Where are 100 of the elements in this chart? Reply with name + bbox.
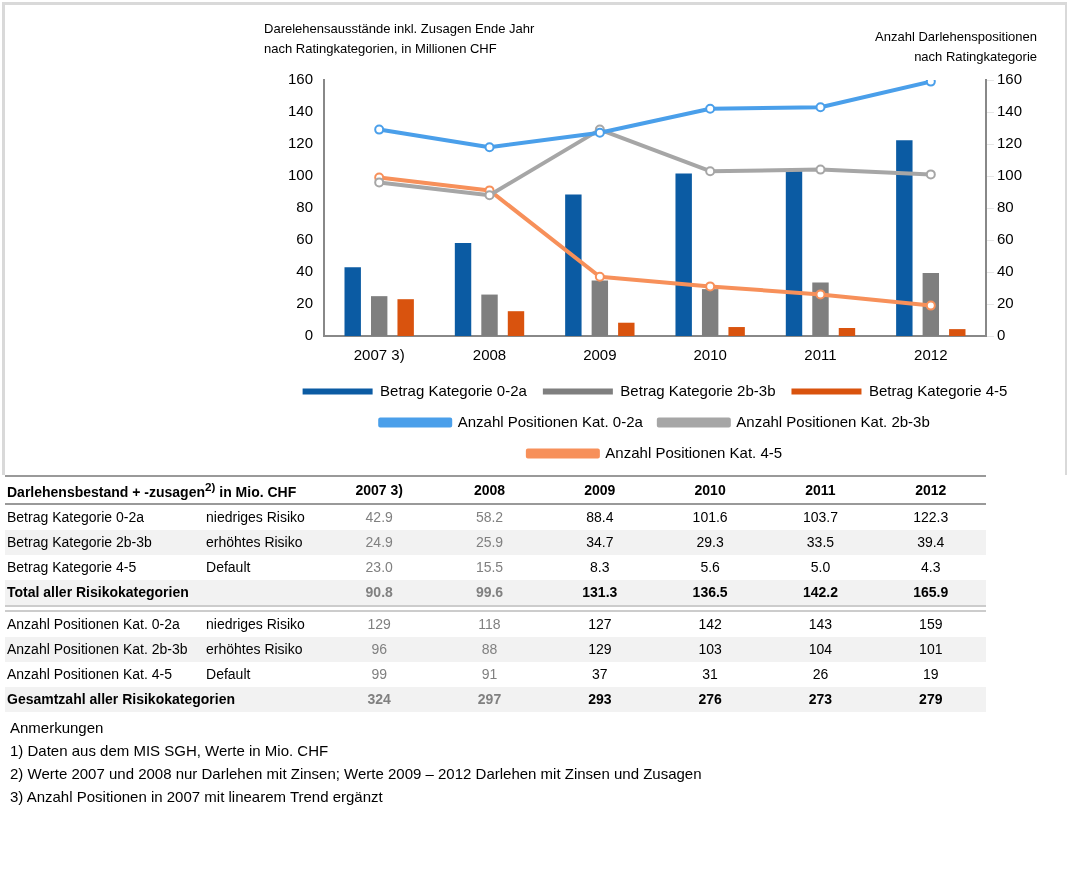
point xyxy=(705,166,716,177)
y2-tick-label: 100 xyxy=(996,166,1022,184)
data-label: 101.6 xyxy=(691,508,729,528)
text: Anzahl Positionen Kat. 0-2a xyxy=(7,616,180,633)
point xyxy=(925,300,936,311)
y2-tick-label: 140 xyxy=(996,102,1022,120)
point xyxy=(484,142,495,153)
data-label: 96 xyxy=(324,636,435,662)
bar xyxy=(728,327,745,336)
y2-axis-title: Anzahl Darlehenspositionen nach Ratingkategorie xyxy=(875,28,1037,66)
point xyxy=(374,177,385,188)
data-label: 5.6 xyxy=(699,558,721,578)
text: 293 xyxy=(544,686,655,712)
category-label: 2009 xyxy=(584,481,616,498)
x-tick-label: 2011 xyxy=(804,346,837,364)
legend-label: Anzahl Positionen Kat. 0-2a xyxy=(457,412,644,430)
data-label: 104 xyxy=(765,636,876,662)
point xyxy=(815,102,826,113)
data-label: 29.3 xyxy=(654,529,766,555)
y-tick-label: 0 xyxy=(304,326,314,344)
y2-tick-label: 20 xyxy=(996,294,1014,312)
data-label: 88 xyxy=(434,636,545,662)
x-tick-label: 2007 3) xyxy=(353,346,405,364)
text: 276 xyxy=(654,686,766,712)
text: 3) Anzahl Positionen in 2007 mit linearem Trend ergänzt xyxy=(10,786,384,807)
bar xyxy=(785,170,803,336)
text: 142.2 xyxy=(765,579,876,606)
category-label: 2008 xyxy=(473,481,506,498)
y2-tick-label: 0 xyxy=(996,326,1006,344)
text: Anmerkungen xyxy=(10,717,105,738)
y-tick-label: 140 xyxy=(288,102,314,120)
data-label: 58.2 xyxy=(474,508,505,528)
category-label: 2011 xyxy=(805,481,836,498)
bar xyxy=(896,140,913,336)
data-label: 99 xyxy=(370,665,388,685)
y2-tick-label: 40 xyxy=(996,262,1014,280)
y-tick-label: 20 xyxy=(296,294,314,312)
data-label: 101 xyxy=(875,636,986,662)
data-label: 129 xyxy=(366,615,392,635)
text: erhöhtes Risiko xyxy=(204,529,325,555)
x-tick-label: 2012 xyxy=(914,346,948,364)
text: 131.3 xyxy=(544,579,655,606)
legend-label: Betrag Kategorie 2b-3b xyxy=(620,381,776,399)
category-label: 2012 xyxy=(915,481,947,498)
x-tick-label: 2009 xyxy=(583,346,617,364)
data-label: 42.9 xyxy=(364,508,394,528)
bar xyxy=(949,329,966,336)
data-label: 103 xyxy=(654,636,766,662)
text: 1) Daten aus dem MIS SGH, Werte in Mio. CHF xyxy=(10,740,330,761)
y-tick-label: 160 xyxy=(288,70,314,88)
bar xyxy=(507,311,525,336)
data-label: 5.0 xyxy=(809,558,832,578)
text: 279 xyxy=(875,686,986,712)
data-label: 34.7 xyxy=(544,529,655,555)
text: niedriges Risiko xyxy=(206,616,305,633)
text: Betrag Kategorie 0-2a xyxy=(7,509,144,526)
point xyxy=(594,271,605,282)
data-label: 23.0 xyxy=(364,558,394,578)
text: erhöhtes Risiko xyxy=(206,641,303,658)
point xyxy=(705,281,716,292)
data-label: 31 xyxy=(701,665,719,685)
text: 136.5 xyxy=(654,579,766,606)
text: niedriges Risiko xyxy=(205,508,306,528)
text: Gesamtzahl aller Risikokategorien xyxy=(5,686,325,712)
data-label: 8.3 xyxy=(589,558,611,578)
legend-label: Anzahl Positionen Kat. 2b-3b xyxy=(736,412,930,430)
y2-tick-label: 60 xyxy=(996,230,1014,248)
x-tick-label: 2008 xyxy=(472,346,507,364)
data-label: 25.9 xyxy=(434,529,545,555)
data-label: 142 xyxy=(697,615,723,635)
legend-label: Betrag Kategorie 0-2a xyxy=(380,381,528,399)
data-label: 127 xyxy=(587,615,613,635)
data-label: 33.5 xyxy=(765,529,876,555)
bar xyxy=(397,299,414,336)
data-label: 39.4 xyxy=(875,529,986,555)
category-label: 2007 3) xyxy=(355,481,403,498)
text: 90.8 xyxy=(324,579,435,606)
data-label: 122.3 xyxy=(912,508,950,528)
bar xyxy=(618,322,635,336)
y-axis-title: Darelehensausstände inkl. Zusagen Ende Jahr nach Ratingkategorien, in Millionen CHF xyxy=(264,20,535,58)
y2-tick-label: 120 xyxy=(996,134,1022,152)
category-label: 2010 xyxy=(694,481,726,498)
point xyxy=(484,190,495,201)
text: Anzahl Positionen Kat. 4-5 xyxy=(7,666,172,683)
y-tick-label: 60 xyxy=(296,230,314,248)
text: Default xyxy=(205,558,252,578)
legend-label: Betrag Kategorie 4-5 xyxy=(868,381,1008,399)
text: Anzahl Positionen Kat. 2b-3b xyxy=(7,641,188,658)
text: 165.9 xyxy=(875,579,986,606)
data-label: 4.3 xyxy=(920,558,942,578)
y-tick-label: 100 xyxy=(288,166,314,184)
text: 273 xyxy=(765,686,876,712)
y-tick-label: 80 xyxy=(296,198,314,216)
y-tick-label: 40 xyxy=(296,262,314,280)
y2-tick-label: 160 xyxy=(996,70,1022,88)
data-label: 15.5 xyxy=(474,558,505,578)
text: Total aller Risikokategorien xyxy=(5,579,325,606)
text: Default xyxy=(206,666,251,683)
legend-label: Anzahl Positionen Kat. 4-5 xyxy=(605,443,783,461)
bar xyxy=(675,173,692,336)
